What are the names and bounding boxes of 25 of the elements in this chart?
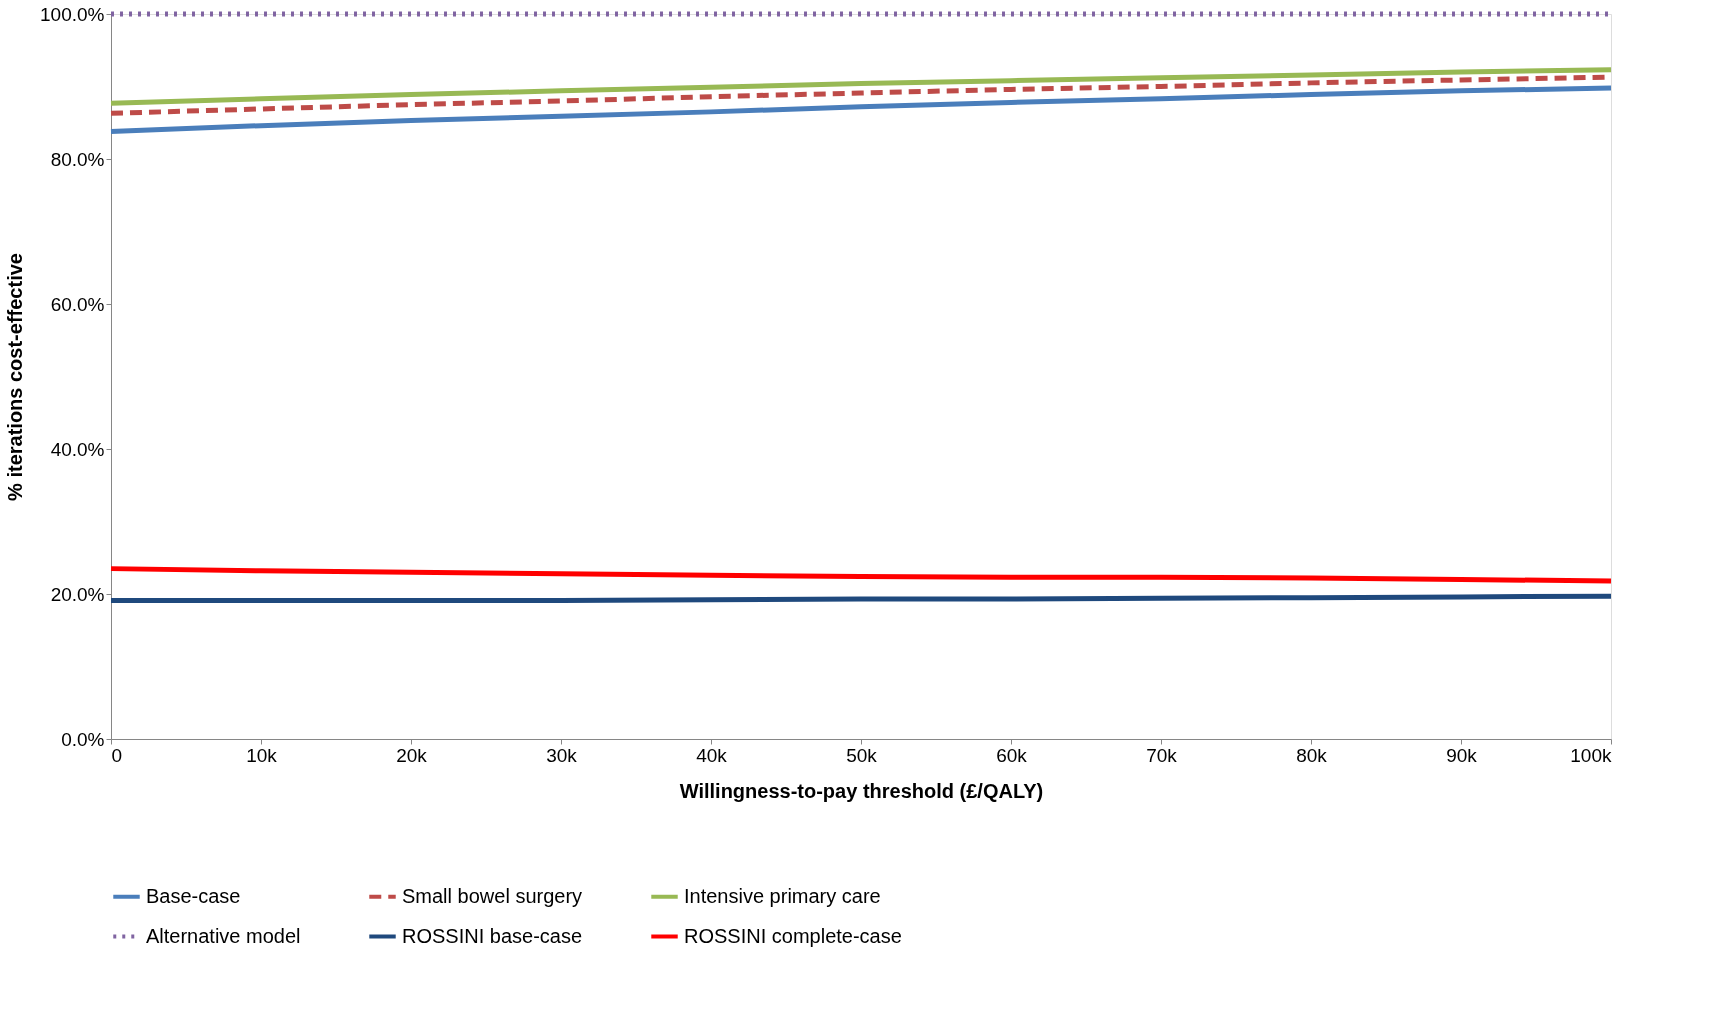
- legend-label: Base-case: [146, 884, 241, 907]
- y-tick-label: 20.0%: [50, 583, 105, 605]
- x-tick-label: 70k: [1146, 744, 1178, 766]
- y-tick-label: 40.0%: [50, 438, 105, 460]
- x-tick-label: 100k: [1570, 744, 1612, 766]
- y-tick-label: 0.0%: [61, 728, 105, 750]
- x-tick-label: 90k: [1446, 744, 1478, 766]
- legend-label: ROSSINI complete-case: [684, 924, 902, 947]
- x-tick-label: 60k: [996, 744, 1028, 766]
- x-tick-label: 10k: [246, 744, 278, 766]
- x-tick-label: 20k: [396, 744, 428, 766]
- x-tick-label: 80k: [1296, 744, 1328, 766]
- y-tick-label: 80.0%: [50, 148, 105, 170]
- x-tick-label: 0: [111, 744, 123, 766]
- y-axis-title: % iterations cost-effective: [4, 253, 27, 501]
- y-tick-label: 60.0%: [50, 293, 105, 315]
- x-tick-label: 40k: [696, 744, 728, 766]
- legend-label: Intensive primary care: [684, 884, 881, 907]
- y-tick-label: 100.0%: [40, 3, 105, 25]
- x-axis-title: Willingness-to-pay threshold (£/QALY): [679, 779, 1044, 802]
- x-tick-label: 30k: [546, 744, 578, 766]
- legend-label: Small bowel surgery: [402, 884, 583, 907]
- legend-label: ROSSINI base-case: [402, 924, 583, 947]
- legend-label: Alternative model: [146, 924, 301, 947]
- x-tick-label: 50k: [846, 744, 878, 766]
